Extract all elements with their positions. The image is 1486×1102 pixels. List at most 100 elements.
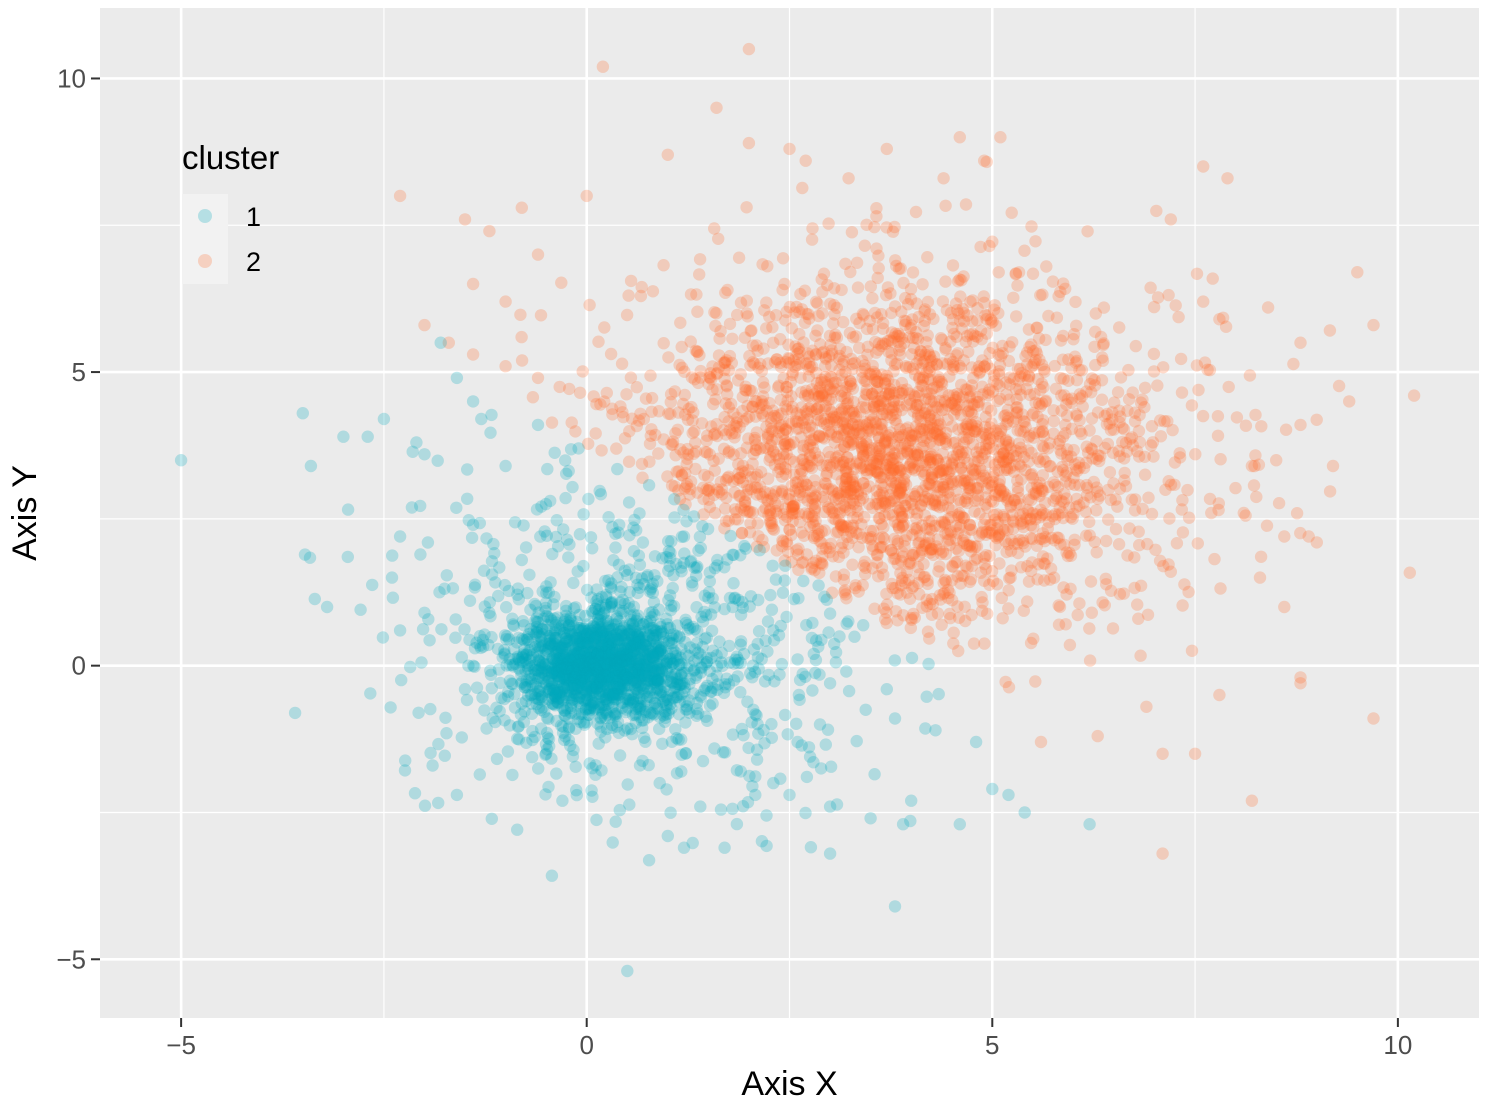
point-cluster-2	[1035, 508, 1048, 522]
point-cluster-2	[908, 464, 921, 477]
point-cluster-2	[833, 459, 846, 472]
point-cluster-1	[717, 746, 730, 759]
point-cluster-2	[959, 446, 973, 459]
point-cluster-2	[879, 462, 892, 475]
point-cluster-2	[872, 512, 886, 525]
point-cluster-2	[801, 510, 814, 523]
point-cluster-2	[725, 356, 738, 370]
point-cluster-2	[815, 525, 828, 538]
point-cluster-2	[860, 322, 874, 336]
point-cluster-2	[1048, 508, 1062, 521]
point-cluster-2	[864, 464, 877, 477]
point-cluster-2	[756, 376, 770, 389]
point-cluster-2	[906, 429, 919, 442]
point-cluster-2	[795, 526, 808, 539]
point-cluster-2	[980, 313, 993, 326]
point-cluster-2	[793, 346, 806, 359]
point-cluster-2	[832, 550, 845, 564]
point-cluster-2	[926, 457, 940, 470]
point-cluster-1	[922, 657, 935, 671]
point-cluster-1	[523, 644, 536, 657]
point-cluster-2	[822, 217, 835, 230]
point-cluster-2	[990, 522, 1004, 535]
point-cluster-2	[939, 199, 952, 212]
point-cluster-2	[803, 419, 817, 432]
point-cluster-2	[817, 345, 830, 358]
point-cluster-2	[849, 330, 863, 343]
point-cluster-2	[818, 524, 831, 537]
point-cluster-2	[1014, 441, 1027, 454]
point-cluster-2	[834, 443, 847, 456]
point-cluster-1	[567, 743, 580, 757]
point-cluster-2	[1103, 417, 1116, 430]
point-cluster-2	[777, 535, 790, 548]
point-cluster-2	[644, 369, 657, 382]
point-cluster-2	[811, 454, 824, 467]
point-cluster-2	[691, 305, 704, 318]
point-cluster-2	[821, 278, 834, 292]
point-cluster-2	[828, 382, 841, 395]
point-cluster-2	[720, 380, 734, 393]
point-cluster-2	[1073, 414, 1086, 427]
point-cluster-2	[960, 433, 973, 446]
point-cluster-2	[907, 405, 920, 418]
point-cluster-2	[791, 343, 804, 356]
point-cluster-1	[534, 530, 547, 543]
point-cluster-2	[853, 405, 866, 418]
point-cluster-2	[789, 340, 802, 353]
point-cluster-2	[769, 504, 782, 518]
point-cluster-2	[722, 445, 736, 458]
point-cluster-2	[886, 509, 899, 522]
point-cluster-2	[1032, 558, 1045, 571]
point-cluster-2	[765, 516, 779, 530]
point-cluster-2	[906, 331, 920, 345]
point-cluster-2	[1175, 386, 1189, 399]
point-cluster-2	[1085, 412, 1099, 425]
point-cluster-2	[803, 448, 817, 461]
point-cluster-1	[532, 670, 546, 683]
point-cluster-2	[979, 528, 993, 541]
point-cluster-2	[871, 311, 884, 324]
point-cluster-1	[468, 660, 481, 673]
point-cluster-1	[724, 529, 737, 543]
point-cluster-2	[1066, 512, 1079, 525]
point-cluster-2	[843, 326, 857, 340]
point-cluster-2	[963, 391, 976, 404]
point-cluster-1	[478, 704, 491, 717]
point-cluster-2	[1011, 362, 1025, 376]
point-cluster-2	[847, 481, 860, 494]
point-cluster-2	[977, 469, 990, 482]
point-cluster-2	[977, 290, 990, 303]
point-cluster-2	[778, 450, 791, 464]
point-cluster-2	[685, 400, 698, 414]
point-cluster-2	[996, 347, 1009, 360]
point-cluster-1	[418, 448, 431, 461]
point-cluster-2	[882, 345, 895, 358]
point-cluster-2	[596, 60, 610, 73]
point-cluster-1	[341, 503, 355, 516]
point-cluster-2	[942, 477, 955, 491]
point-cluster-2	[1085, 372, 1099, 385]
point-cluster-2	[870, 385, 884, 398]
point-cluster-2	[944, 491, 957, 504]
point-cluster-2	[805, 562, 818, 576]
point-cluster-2	[1407, 389, 1421, 402]
point-cluster-2	[884, 474, 897, 487]
point-cluster-2	[791, 548, 805, 561]
point-cluster-1	[404, 660, 417, 674]
point-cluster-2	[598, 321, 611, 334]
point-cluster-2	[1039, 333, 1052, 347]
point-cluster-2	[814, 376, 828, 389]
point-cluster-1	[446, 582, 460, 595]
point-cluster-2	[897, 475, 911, 489]
point-cluster-2	[802, 507, 816, 520]
point-cluster-2	[739, 495, 752, 509]
point-cluster-2	[1022, 323, 1036, 336]
point-cluster-2	[742, 136, 756, 150]
point-cluster-1	[484, 426, 497, 439]
point-cluster-2	[811, 408, 824, 421]
point-cluster-1	[633, 558, 647, 571]
point-cluster-2	[990, 508, 1004, 521]
point-cluster-2	[920, 366, 933, 379]
